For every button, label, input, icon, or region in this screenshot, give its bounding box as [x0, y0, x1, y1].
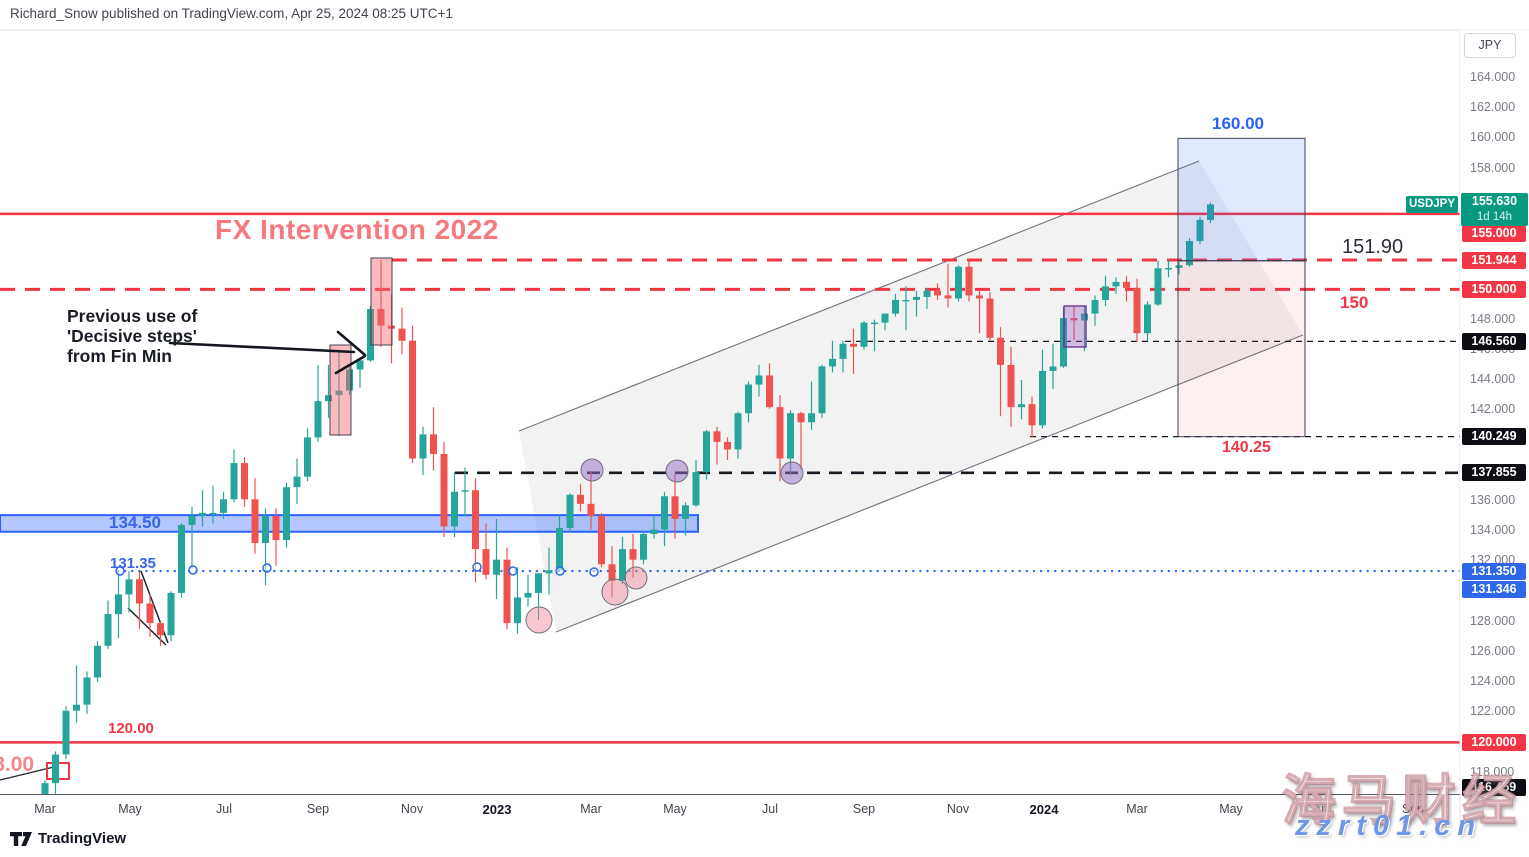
time-axis[interactable]: Mar May Jul Sep Nov 2023 Mar May Jul Sep Nov 2024 Ma…: [0, 795, 1529, 823]
price-line-label: 150.000: [1462, 280, 1526, 298]
price-tick: 134.000: [1470, 523, 1516, 537]
time-label-month: Nov: [400, 802, 424, 816]
price-tick: 124.000: [1470, 674, 1516, 688]
time-label-year: 2023: [482, 802, 512, 817]
time-label-month: Mar: [34, 802, 56, 816]
time-label-month: Sep: [306, 802, 330, 816]
current-price-label: 155.630 1d 14h: [1461, 193, 1528, 226]
annotation-line-2: 'Decisive steps': [67, 326, 197, 346]
bar-countdown: 1d 14h: [1476, 211, 1513, 223]
target-label-160: 160.00: [1212, 114, 1264, 133]
time-label-month: May: [1219, 802, 1243, 816]
line-label-131-35: 131.35: [110, 555, 156, 572]
time-label-month: Jul: [216, 802, 232, 816]
time-label-month: Mar: [580, 802, 602, 816]
price-line-label: 146.560: [1462, 332, 1526, 350]
price-tick: 128.000: [1470, 613, 1516, 628]
time-label-month: Sep: [1401, 802, 1425, 816]
price-line-label: 120.000: [1462, 733, 1526, 751]
annotation-line-3: from Fin Min: [67, 346, 172, 366]
price-line-label: 155.000: [1462, 224, 1526, 242]
level-label-150: 150: [1340, 293, 1369, 312]
level-label-151-90: 151.90: [1342, 236, 1404, 258]
time-label-year: 2024: [1029, 802, 1059, 817]
price-line-label: 116.459: [1462, 778, 1526, 796]
price-tick: 164.000: [1470, 70, 1516, 84]
price-tick: 136.000: [1470, 492, 1516, 507]
zone-label-134-50: 134.50: [109, 513, 161, 532]
time-label-month: Jul: [1311, 802, 1327, 816]
price-line-label: 131.350: [1462, 562, 1526, 580]
price-tick: 160.000: [1470, 130, 1516, 145]
tradingview-logo-icon: [10, 831, 32, 846]
price-tick: 126.000: [1470, 643, 1516, 658]
price-axis[interactable]: JPY 164.000162.000160.000158.000156.0001…: [1460, 30, 1529, 796]
published-byline: Richard_Snow published on TradingView.co…: [10, 6, 453, 21]
price-line-label: 151.944: [1462, 251, 1526, 269]
price-tick: 162.000: [1470, 100, 1516, 115]
price-tick: 148.000: [1470, 311, 1516, 326]
tradingview-logo-text: TradingView: [38, 830, 127, 847]
time-label-month: Mar: [1126, 802, 1148, 816]
time-label-month: May: [118, 802, 142, 816]
line-label-118-00-clipped: 118.00: [0, 753, 35, 776]
price-tick: 118.000: [1470, 764, 1515, 779]
currency-button-jpy[interactable]: JPY: [1464, 33, 1516, 58]
price-line-label: 131.346: [1462, 580, 1526, 598]
price-tick: 122.000: [1470, 704, 1516, 719]
symbol-price-tag: USDJPY: [1406, 196, 1458, 213]
price-tick: 142.000: [1470, 402, 1516, 417]
price-tick: 158.000: [1470, 160, 1516, 175]
annotation-previous-decisive-steps: Previous use of 'Decisive steps' from Fi…: [67, 306, 237, 366]
current-price-value: 155.630: [1471, 194, 1518, 208]
chart-plot-area: [0, 137, 1460, 795]
annotation-fx-intervention-2022: FX Intervention 2022: [215, 214, 499, 245]
time-label-month: Nov: [946, 802, 970, 816]
time-label-month: Sep: [852, 802, 876, 816]
price-line-label: 137.855: [1462, 464, 1526, 482]
target-label-140-25: 140.25: [1222, 439, 1271, 456]
price-tick: 144.000: [1470, 372, 1516, 386]
time-label-month: Jul: [762, 802, 778, 816]
tradingview-branding: TradingView: [10, 830, 126, 847]
price-line-label: 140.249: [1462, 428, 1526, 446]
time-label-month: May: [663, 802, 687, 816]
line-label-120-00: 120.00: [108, 720, 154, 737]
annotation-line-1: Previous use of: [67, 306, 198, 326]
